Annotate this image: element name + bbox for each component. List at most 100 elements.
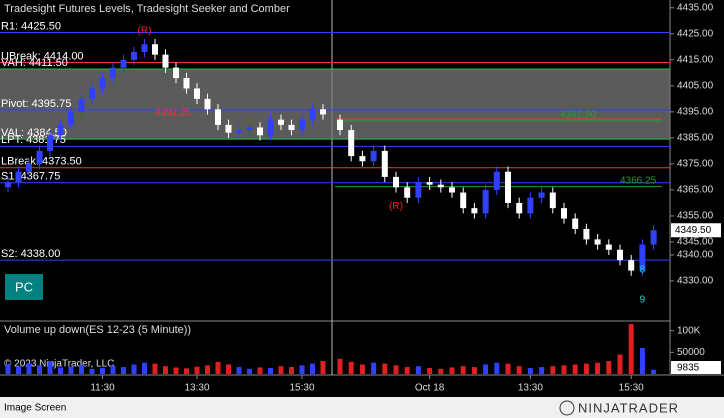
volume-bar — [628, 324, 634, 374]
x-tick-label: 11:30 — [90, 383, 115, 394]
y-tick-label: 4345.00 — [677, 237, 714, 248]
level-label: VAH: 4411.50 — [1, 57, 68, 69]
candle-body — [131, 52, 137, 60]
candle-body — [320, 109, 326, 115]
x-tick-label: Oct 18 — [415, 383, 445, 394]
last-volume-label: 9835 — [677, 363, 700, 374]
candle-body — [359, 156, 366, 162]
candle-body — [162, 54, 169, 68]
volume-bar — [68, 366, 74, 374]
volume-bar — [257, 367, 263, 374]
volume-bar — [460, 366, 466, 374]
volume-bar — [289, 367, 294, 374]
candle-body — [628, 260, 635, 271]
volume-bar — [299, 365, 305, 374]
volume-bar — [595, 362, 601, 374]
volume-bar — [89, 368, 95, 374]
volume-bar — [527, 367, 533, 374]
candle-body — [68, 111, 74, 125]
volume-bar — [58, 367, 63, 374]
candle-body — [538, 192, 545, 198]
volume-bar — [100, 367, 105, 374]
candle-body — [471, 208, 478, 214]
y-tick-label: 4340.00 — [677, 250, 714, 261]
status-bar — [0, 397, 724, 418]
candle-body — [246, 127, 253, 131]
volume-bar — [79, 364, 84, 374]
volume-bar — [16, 366, 21, 374]
volume-bar — [110, 365, 116, 374]
copyright: © 2023 NinjaTrader, LLC — [4, 359, 114, 370]
candle-body — [299, 119, 305, 131]
candle-body — [594, 239, 601, 245]
volume-bar — [205, 365, 210, 374]
volume-bar — [572, 364, 578, 374]
candle-body — [505, 171, 511, 203]
candle-body — [99, 78, 106, 89]
volume-bar — [247, 368, 252, 374]
candle-body — [89, 88, 95, 99]
footer: Image Screen — [4, 403, 66, 414]
candle-body — [152, 44, 158, 55]
volume-bar — [226, 364, 231, 374]
volume-bar — [236, 367, 242, 374]
volume-bar — [427, 367, 433, 374]
logo-icon — [559, 400, 575, 416]
volume-bar — [47, 361, 53, 374]
logo: NINJATRADER — [578, 400, 679, 415]
volume-bar — [348, 361, 354, 374]
candle-body — [36, 150, 43, 164]
volume-bar — [550, 366, 556, 374]
candle-body — [527, 197, 534, 214]
annotation: 8 — [640, 264, 646, 275]
volume-bar — [449, 367, 455, 374]
candle-body — [288, 124, 295, 131]
volume-bar — [268, 367, 273, 374]
y-tick-label: 4365.00 — [677, 185, 714, 196]
candle-body — [194, 88, 200, 99]
candle-body — [257, 127, 263, 136]
x-tick-label: 13:30 — [518, 383, 543, 394]
y-tick-label: 4425.00 — [677, 28, 714, 39]
candle-body — [415, 182, 422, 198]
volume-tick-label: 100K — [677, 325, 701, 336]
candle-body — [337, 119, 343, 131]
candle-body — [110, 67, 116, 79]
candle-body — [516, 202, 523, 214]
candle-body — [426, 182, 433, 185]
candle-body — [348, 130, 355, 157]
badge-label[interactable]: PC — [15, 279, 33, 294]
volume-bar — [142, 362, 147, 374]
chart-title: Tradesight Futures Levels, Tradesight Se… — [4, 3, 290, 15]
volume-bar — [310, 363, 315, 374]
volume-bar — [26, 363, 32, 374]
volume-bar — [359, 364, 365, 374]
y-tick-label: 4435.00 — [677, 2, 714, 13]
volume-bar — [415, 366, 421, 374]
candle-body — [204, 98, 211, 110]
candle-body — [482, 189, 489, 214]
x-tick-label: 13:30 — [184, 383, 209, 394]
y-tick-label: 4355.00 — [677, 211, 714, 222]
candle-body — [493, 171, 500, 190]
candle-body — [78, 98, 85, 112]
candle-body — [437, 184, 444, 188]
candle-body — [370, 150, 377, 162]
candle-body — [393, 176, 399, 188]
y-tick-label: 4375.00 — [677, 159, 714, 170]
volume-bar — [37, 365, 42, 374]
volume-bar — [5, 364, 11, 374]
volume-bar — [617, 354, 623, 374]
volume-bar — [337, 358, 343, 374]
y-tick-label: 4405.00 — [677, 80, 714, 91]
volume-bar — [320, 361, 326, 374]
candle-body — [605, 244, 612, 250]
level-label: Pivot: 4395.75 — [1, 98, 71, 110]
volume-bar — [278, 366, 284, 374]
candle-body — [549, 192, 556, 209]
candle-body — [120, 59, 127, 68]
badge[interactable] — [5, 274, 43, 300]
candle-body — [639, 244, 646, 271]
candle-body — [141, 44, 148, 53]
